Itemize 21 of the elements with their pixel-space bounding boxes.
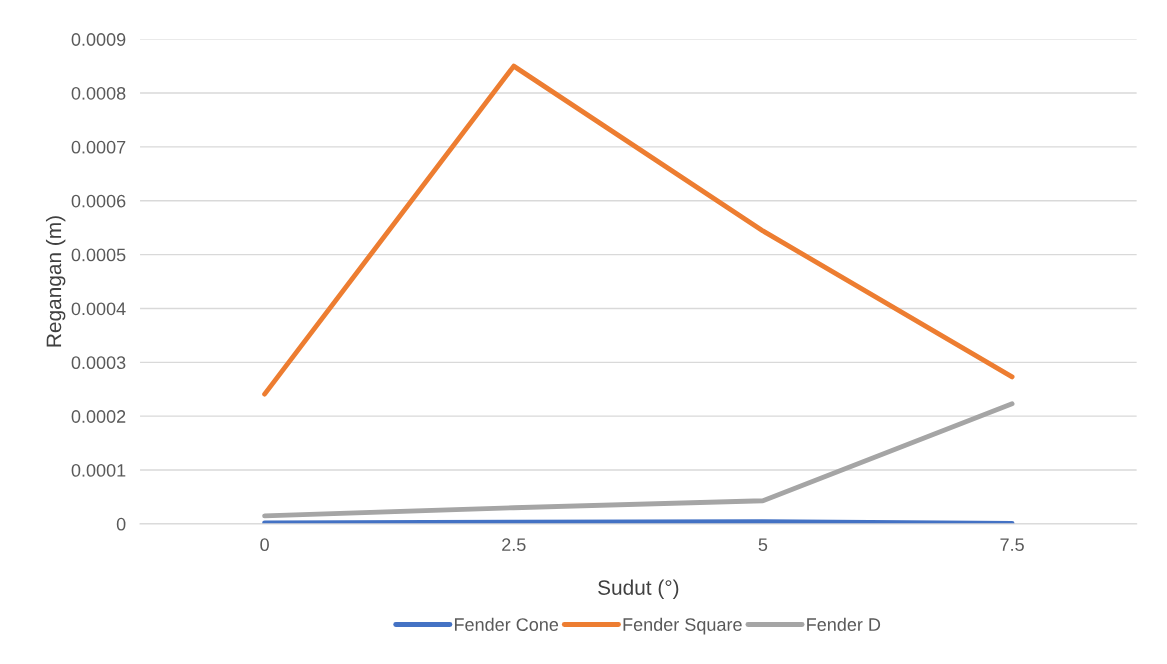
y-tick-label: 0.0004	[71, 302, 126, 316]
x-tick-label: 0	[260, 538, 269, 552]
line-series	[262, 63, 1015, 397]
y-tick-label: 0.0005	[71, 248, 126, 262]
y-tick-label: 0.0008	[71, 86, 126, 100]
legend-label: Fender Square	[623, 617, 742, 635]
y-tick-label: 0	[116, 517, 126, 531]
line-series	[262, 401, 1015, 519]
y-tick-label: 0.0007	[71, 140, 126, 154]
y-tick-label: 0.0006	[71, 194, 126, 208]
x-tick-label: 5	[758, 538, 768, 552]
y-axis-title: Regangan (m)	[45, 216, 66, 347]
legend-label: Fender D	[807, 617, 881, 631]
x-axis-title: Sudut (°)	[598, 579, 679, 600]
legend-label: Fender Cone	[454, 617, 559, 631]
y-tick-label: 0.0009	[71, 33, 126, 46]
y-tick-label: 0.0001	[71, 463, 126, 477]
x-tick-label: 7.5	[1000, 538, 1024, 552]
y-tick-label: 0.0003	[71, 356, 126, 370]
x-tick-label: 2.5	[502, 538, 526, 552]
y-tick-label: 0.0002	[71, 410, 126, 423]
